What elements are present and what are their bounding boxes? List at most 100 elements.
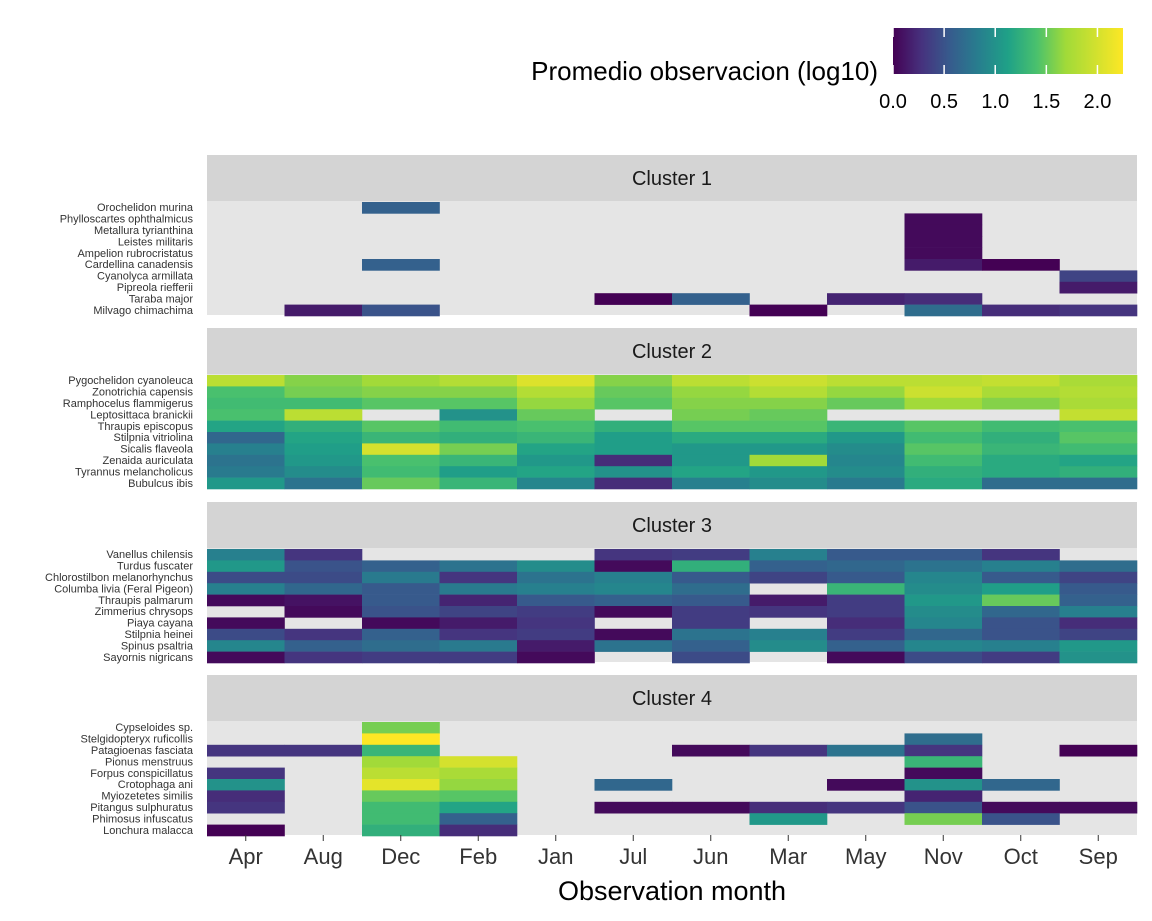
heatmap-cell xyxy=(517,583,595,595)
heatmap-cell xyxy=(1059,432,1138,444)
heatmap-cell xyxy=(672,375,750,387)
heatmap-cell xyxy=(749,640,828,652)
heatmap-cell xyxy=(904,477,983,490)
x-tick-label: Jun xyxy=(693,844,728,869)
x-axis: Apr Aug Dec Feb Jan Jul Jun Mar May Nov Oct Sep xyxy=(229,835,1118,869)
heatmap-cell xyxy=(362,733,440,746)
heatmap-cell xyxy=(594,571,673,584)
heatmap-cell xyxy=(904,236,983,248)
heatmap-cell xyxy=(672,606,750,618)
heatmap-cell xyxy=(1059,281,1138,294)
heatmap-cell xyxy=(982,466,1060,478)
heatmap-cell xyxy=(439,454,518,467)
heatmap-cell xyxy=(439,583,518,595)
cluster-panel: Cluster 1 Orochelidon murinaPhylloscartes… xyxy=(60,155,1138,317)
heatmap-cell xyxy=(982,640,1060,652)
heatmap-cell xyxy=(284,583,363,595)
heatmap-cell xyxy=(749,560,828,573)
heatmap-cell xyxy=(594,640,673,652)
heatmap-cell xyxy=(672,744,750,757)
heatmap-cell xyxy=(904,454,983,467)
heatmap-cell xyxy=(362,477,440,490)
heatmap-cell xyxy=(904,293,983,305)
panel-strip xyxy=(207,328,1137,374)
species-label: Cypseloides sp. xyxy=(115,722,193,734)
heatmap-cell xyxy=(749,397,828,410)
heatmap-cell xyxy=(362,304,440,317)
panel-strip-title: Cluster 2 xyxy=(632,341,712,363)
heatmap-cell xyxy=(207,779,285,791)
heatmap-cell xyxy=(207,824,285,837)
heatmap-cell xyxy=(594,386,673,399)
heatmap-cell xyxy=(517,651,595,664)
x-tick-label: Apr xyxy=(229,844,263,869)
heatmap-cell xyxy=(517,466,595,478)
heatmap-cell xyxy=(749,571,828,584)
legend-colorbar xyxy=(893,28,1123,74)
heatmap-cell xyxy=(672,477,750,490)
legend-tick-label: 0.5 xyxy=(930,91,958,113)
heatmap-cell xyxy=(439,477,518,490)
species-label: Stilpnia heinei xyxy=(125,629,194,641)
heatmap-cell xyxy=(207,397,285,410)
heatmap-cell xyxy=(362,628,440,641)
heatmap-cell xyxy=(439,560,518,573)
heatmap-cell xyxy=(904,790,983,803)
heatmap-cell xyxy=(672,549,750,561)
heatmap-cell xyxy=(439,651,518,664)
heatmap-cell xyxy=(1059,466,1138,478)
heatmap-cell xyxy=(517,617,595,630)
x-tick-label: Nov xyxy=(924,844,963,869)
heatmap-cell xyxy=(439,466,518,478)
heatmap-cell xyxy=(362,386,440,399)
heatmap-cell xyxy=(362,594,440,607)
heatmap-cell xyxy=(982,628,1060,641)
heatmap-cell xyxy=(594,420,673,433)
panel-strip-title: Cluster 3 xyxy=(632,515,712,537)
x-tick-label: Aug xyxy=(304,844,343,869)
heatmap-cell xyxy=(284,386,363,399)
heatmap-cell xyxy=(749,628,828,641)
species-label: Spinus psaltria xyxy=(121,640,194,652)
species-label: Cyanolyca armillata xyxy=(97,271,194,283)
heatmap-cell xyxy=(362,722,440,734)
heatmap-cell xyxy=(439,443,518,456)
heatmap-cell xyxy=(672,640,750,652)
heatmap-cell xyxy=(362,640,440,652)
heatmap-cell xyxy=(1059,443,1138,456)
heatmap-cell xyxy=(827,617,905,630)
heatmap-cell xyxy=(827,466,905,478)
heatmap-cell xyxy=(904,397,983,410)
heatmap-cell xyxy=(672,628,750,641)
heatmap-cell xyxy=(672,466,750,478)
heatmap-cell xyxy=(362,443,440,456)
heatmap-cell xyxy=(1059,571,1138,584)
heatmap-cell xyxy=(672,386,750,399)
heatmap-cell xyxy=(904,651,983,664)
legend-tick-label: 1.5 xyxy=(1032,91,1060,113)
heatmap-cell xyxy=(439,397,518,410)
heatmap-cell xyxy=(749,801,828,814)
heatmap-cell xyxy=(827,779,905,791)
x-tick-label: Oct xyxy=(1004,844,1038,869)
species-label: Sayornis nigricans xyxy=(103,652,193,664)
heatmap-cell xyxy=(362,651,440,664)
species-label: Phimosus infuscatus xyxy=(92,813,193,825)
heatmap-cell xyxy=(362,397,440,410)
legend-tick-label: 0.0 xyxy=(879,91,907,113)
species-label: Lonchura malacca xyxy=(103,825,194,837)
heatmap-cell xyxy=(439,420,518,433)
heatmap-cell xyxy=(749,443,828,456)
heatmap-cell xyxy=(207,651,285,664)
heatmap-cell xyxy=(284,420,363,433)
heatmap-cell xyxy=(207,409,285,421)
x-tick-label: Jul xyxy=(619,844,647,869)
heatmap-cell xyxy=(362,824,440,837)
heatmap-cell xyxy=(517,443,595,456)
heatmap-cell xyxy=(904,549,983,561)
heatmap-cell xyxy=(1059,801,1138,814)
heatmap-cell xyxy=(1059,560,1138,573)
heatmap-cell xyxy=(672,443,750,456)
heatmap-cell xyxy=(517,477,595,490)
heatmap-cell xyxy=(904,744,983,757)
